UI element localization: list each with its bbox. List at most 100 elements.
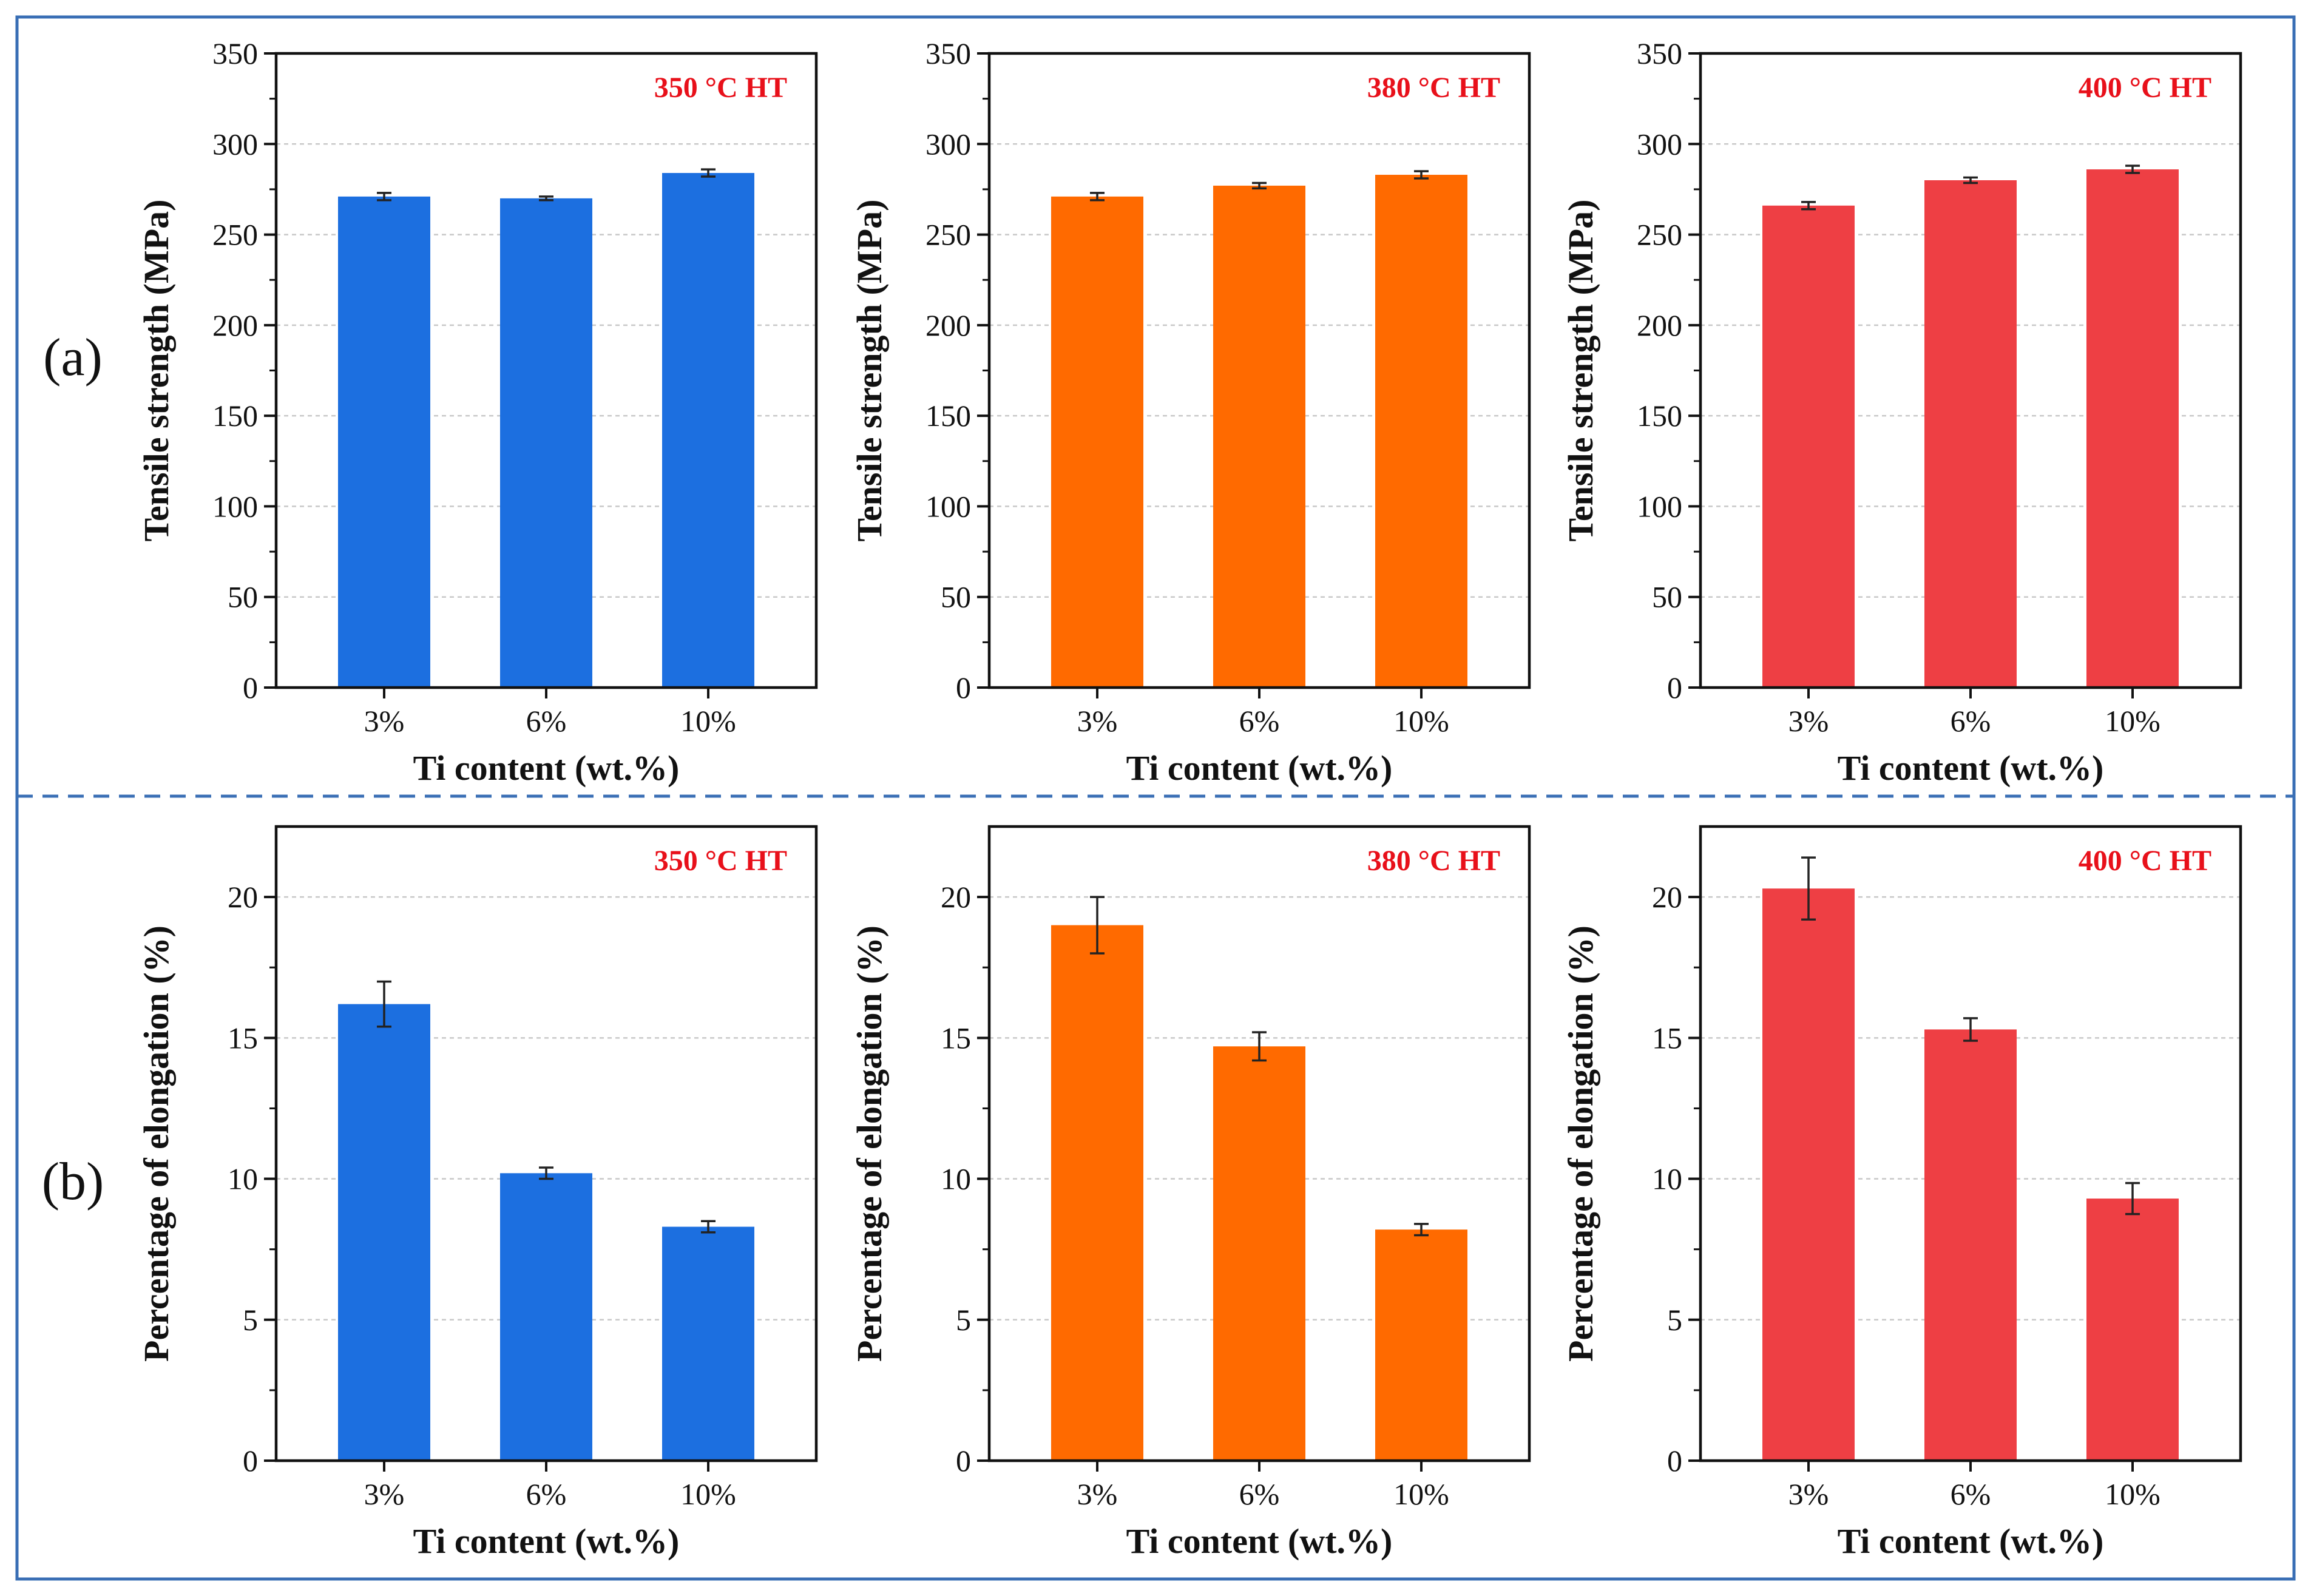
- x-tick-label: 3%: [364, 704, 405, 738]
- y-tick-label: 50: [941, 580, 971, 614]
- y-tick-label: 50: [1652, 580, 1682, 614]
- chart-panel-5: 0 5 10 15 20 3% 6% 10% 400 °C HT Ti content (wt.%…: [1561, 825, 2242, 1561]
- bar-3pct: [1762, 205, 1855, 688]
- x-tick-label: 6%: [1239, 1477, 1280, 1511]
- x-tick-label: 3%: [1788, 1477, 1829, 1511]
- chart-panel-4: 0 5 10 15 20 3% 6% 10% 380 °C HT Ti content (wt.%…: [850, 825, 1531, 1561]
- x-axis-title: Ti content (wt.%): [1126, 748, 1393, 788]
- y-tick-label: 10: [228, 1162, 258, 1196]
- y-tick-label: 200: [925, 308, 971, 342]
- bar-6pct: [1213, 185, 1305, 688]
- x-tick-label: 10%: [2105, 704, 2160, 738]
- y-axis-title: Tensile strength (MPa): [137, 200, 176, 542]
- plot-frame: [1699, 52, 2242, 689]
- temperature-label: 380 °C HT: [1367, 845, 1500, 877]
- bar-10pct: [662, 1226, 754, 1461]
- y-tick-label: 5: [1667, 1303, 1682, 1337]
- y-tick-label: 15: [1652, 1021, 1682, 1055]
- y-tick-label: 350: [212, 36, 258, 70]
- bar-10pct: [1375, 175, 1467, 688]
- y-axis-title: Percentage of elongation (%): [850, 925, 889, 1362]
- plot-frame: [1699, 825, 2242, 1462]
- plot-frame: [987, 825, 1531, 1462]
- y-tick-label: 300: [1637, 127, 1682, 161]
- x-tick-label: 10%: [1393, 1477, 1449, 1511]
- x-tick-label: 3%: [1077, 1477, 1118, 1511]
- y-tick-label: 50: [228, 580, 258, 614]
- x-tick-label: 6%: [526, 1477, 567, 1511]
- chart-panel-3: 0 5 10 15 20 3% 6% 10% 350 °C HT Ti content (wt.%…: [137, 825, 818, 1561]
- y-tick-label: 100: [925, 489, 971, 523]
- y-tick-label: 0: [1667, 1444, 1682, 1478]
- temperature-label: 380 °C HT: [1367, 72, 1500, 104]
- plot-frame: [274, 825, 818, 1462]
- panel-label-a: (a): [43, 328, 103, 387]
- chart-panel-2: 0 50 100 150 200 250 300 350 3% 6% 10% 400 °C HT Ti …: [1561, 36, 2242, 788]
- x-tick-label: 6%: [1951, 1477, 1991, 1511]
- y-tick-label: 100: [212, 489, 258, 523]
- temperature-label: 400 °C HT: [2079, 72, 2211, 104]
- y-tick-label: 20: [941, 880, 971, 914]
- x-axis-title: Ti content (wt.%): [1838, 748, 2104, 788]
- y-tick-label: 300: [212, 127, 258, 161]
- y-tick-label: 150: [212, 399, 258, 433]
- x-axis-title: Ti content (wt.%): [413, 1521, 680, 1561]
- y-axis-title: Percentage of elongation (%): [1561, 925, 1600, 1362]
- chart-panel-0: 0 50 100 150 200 250 300 350 3% 6% 10% 350 °C HT Ti …: [137, 36, 818, 788]
- y-tick-label: 250: [1637, 218, 1682, 252]
- bar-6pct: [1924, 1029, 2017, 1461]
- temperature-label: 350 °C HT: [654, 72, 787, 104]
- y-tick-label: 5: [243, 1303, 258, 1337]
- bar-6pct: [1924, 180, 2017, 688]
- panel-label-b: (b): [42, 1152, 104, 1211]
- y-tick-label: 200: [1637, 308, 1682, 342]
- bar-6pct: [500, 198, 592, 688]
- y-tick-label: 200: [212, 308, 258, 342]
- bar-10pct: [2086, 169, 2179, 688]
- bar-3pct: [338, 196, 430, 688]
- x-axis-title: Ti content (wt.%): [1126, 1521, 1393, 1561]
- y-tick-label: 0: [1667, 671, 1682, 705]
- y-axis-title: Tensile strength (MPa): [1561, 200, 1600, 542]
- x-tick-label: 3%: [1077, 704, 1118, 738]
- y-axis-title: Tensile strength (MPa): [850, 200, 889, 542]
- x-axis-title: Ti content (wt.%): [1838, 1521, 2104, 1561]
- bar-10pct: [662, 173, 754, 688]
- bar-3pct: [338, 1004, 430, 1461]
- x-tick-label: 6%: [526, 704, 567, 738]
- temperature-label: 350 °C HT: [654, 845, 787, 877]
- bar-10pct: [1375, 1229, 1467, 1461]
- y-tick-label: 0: [956, 1444, 971, 1478]
- x-tick-label: 10%: [1393, 704, 1449, 738]
- y-tick-label: 150: [1637, 399, 1682, 433]
- bar-3pct: [1051, 196, 1143, 688]
- bar-3pct: [1051, 925, 1143, 1461]
- y-tick-label: 0: [243, 1444, 258, 1478]
- bar-6pct: [500, 1173, 592, 1461]
- x-tick-label: 10%: [680, 1477, 736, 1511]
- y-tick-label: 0: [956, 671, 971, 705]
- x-tick-label: 6%: [1239, 704, 1280, 738]
- y-tick-label: 10: [1652, 1162, 1682, 1196]
- y-tick-label: 300: [925, 127, 971, 161]
- bar-10pct: [2086, 1199, 2179, 1461]
- plot-frame: [274, 52, 818, 689]
- x-tick-label: 3%: [1788, 704, 1829, 738]
- y-tick-label: 5: [956, 1303, 971, 1337]
- x-tick-label: 6%: [1951, 704, 1991, 738]
- y-tick-label: 15: [941, 1021, 971, 1055]
- temperature-label: 400 °C HT: [2079, 845, 2211, 877]
- y-tick-label: 150: [925, 399, 971, 433]
- y-tick-label: 10: [941, 1162, 971, 1196]
- plot-frame: [987, 52, 1531, 689]
- y-tick-label: 0: [243, 671, 258, 705]
- bar-6pct: [1213, 1046, 1305, 1461]
- chart-panel-1: 0 50 100 150 200 250 300 350 3% 6% 10% 380 °C HT Ti …: [850, 36, 1531, 788]
- y-tick-label: 250: [212, 218, 258, 252]
- y-tick-label: 20: [228, 880, 258, 914]
- x-axis-title: Ti content (wt.%): [413, 748, 680, 788]
- y-tick-label: 350: [925, 36, 971, 70]
- y-axis-title: Percentage of elongation (%): [137, 925, 176, 1362]
